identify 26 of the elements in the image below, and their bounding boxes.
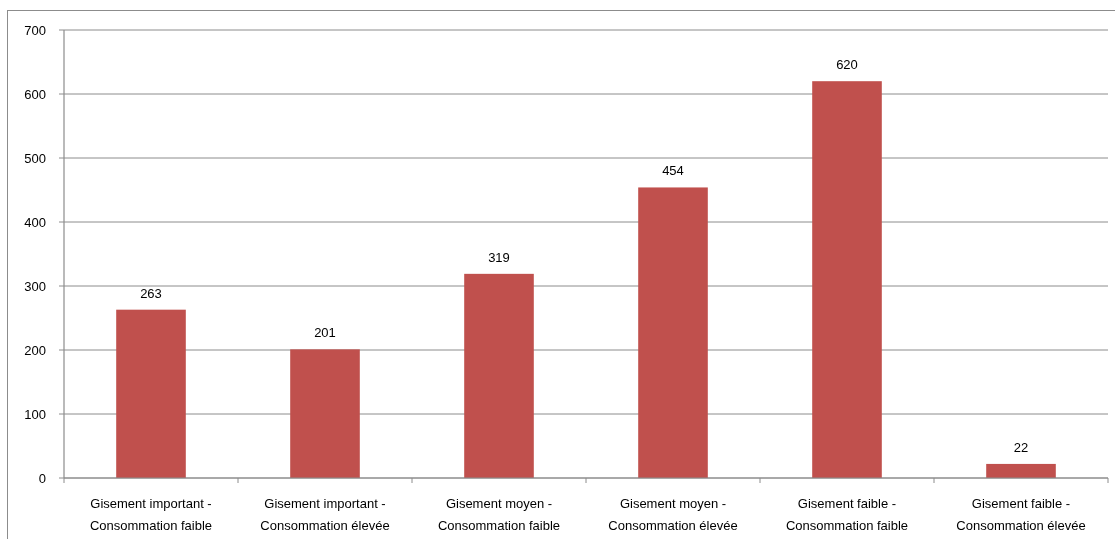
data-label: 454 [662,163,684,179]
bar [464,273,534,478]
y-tick-label: 600 [24,86,46,102]
data-label: 319 [488,249,510,265]
x-tick-label: Gisement faible - Consommation élevée [956,496,1086,533]
x-tick-label: Gisement important - Consommation élevée [260,496,390,533]
x-tick-label: Gisement faible - Consommation faible [785,496,909,533]
x-tick-label: Gisement important - Consommation faible [89,496,213,533]
bar [986,463,1056,478]
data-label: 620 [836,57,858,73]
x-tick-label: Gisement moyen - Consommation élevée [608,496,738,533]
bar [290,349,360,478]
bar [638,187,708,478]
y-tick-label: 400 [24,214,46,230]
y-tick-label: 500 [24,150,46,166]
data-label: 22 [1013,439,1029,455]
y-tick-label: 100 [24,406,46,422]
y-tick-label: 200 [24,342,46,358]
y-tick-label: 700 [24,22,46,38]
x-tick-label: Gisement moyen - Consommation faible [437,496,561,533]
bar [812,81,882,478]
y-tick-label: 300 [24,278,46,294]
data-label: 263 [140,285,162,301]
y-tick-label: 0 [38,470,46,486]
data-label: 201 [314,325,336,341]
bar [116,309,186,478]
